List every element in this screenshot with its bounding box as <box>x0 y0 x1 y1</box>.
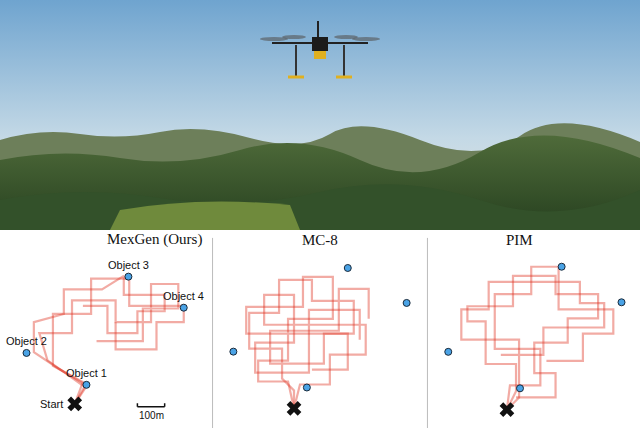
svg-text:100m: 100m <box>139 410 164 421</box>
svg-text:Start: Start <box>40 398 63 410</box>
svg-text:Object 1: Object 1 <box>66 367 107 379</box>
svg-text:Object 3: Object 3 <box>108 259 149 271</box>
svg-text:Object 4: Object 4 <box>163 290 204 302</box>
svg-text:PIM: PIM <box>506 232 533 248</box>
svg-text:MexGen (Ours): MexGen (Ours) <box>107 231 202 248</box>
svg-text:MC-8: MC-8 <box>302 232 338 248</box>
svg-text:Object 2: Object 2 <box>6 335 47 347</box>
